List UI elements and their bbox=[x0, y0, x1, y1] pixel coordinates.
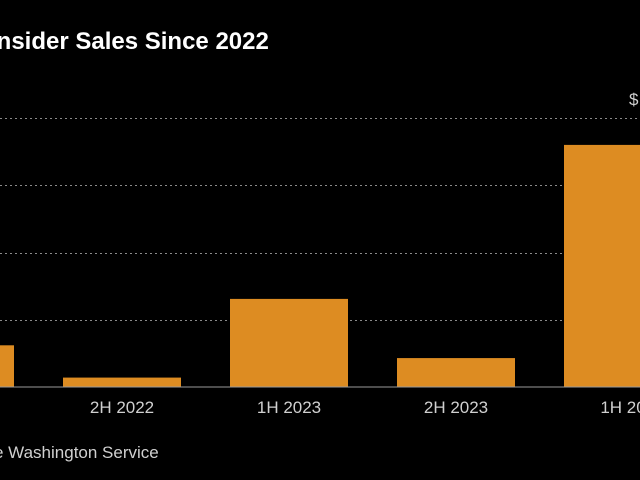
y-unit-label: $ bbox=[629, 90, 639, 109]
source-note: e Washington Service bbox=[0, 443, 159, 462]
bar-1h-2024 bbox=[564, 144, 640, 387]
bar-2h-2022 bbox=[63, 377, 181, 387]
x-tick-label: 2H 2022 bbox=[90, 398, 154, 417]
bar-1h-2022 bbox=[0, 345, 14, 387]
bars bbox=[0, 144, 640, 387]
x-tick-label: 1H 20 bbox=[600, 398, 640, 417]
bar-1h-2023 bbox=[230, 298, 348, 387]
x-tick-label: 2H 2023 bbox=[424, 398, 488, 417]
x-tick-label: 1H 2023 bbox=[257, 398, 321, 417]
bar-2h-2023 bbox=[397, 358, 515, 387]
gridlines bbox=[0, 118, 640, 321]
chart-title: Insider Sales Since 2022 bbox=[0, 28, 269, 55]
x-tick-labels: 2H 2022 1H 2023 2H 2023 1H 20 bbox=[90, 398, 640, 417]
